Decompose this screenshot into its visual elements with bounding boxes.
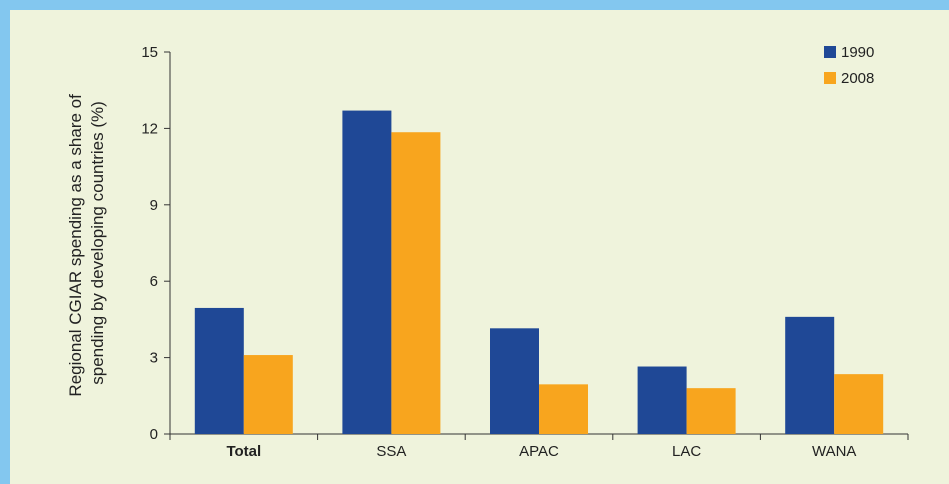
bar-2008-ssa	[391, 132, 441, 434]
bars	[194, 110, 884, 434]
bar-1990-apac	[490, 328, 539, 434]
y-axis-label-line-2: spending by developing countries (%)	[88, 101, 107, 385]
y-tick-label: 0	[150, 426, 158, 443]
y-tick-label: 6	[150, 273, 158, 290]
y-tick-label: 15	[141, 44, 158, 61]
y-axis-label: Regional CGIAR spending as a share of sp…	[66, 89, 107, 396]
x-category-label: SSA	[376, 443, 406, 460]
bar-1990-wana	[785, 316, 835, 434]
bar-1990-total	[194, 307, 244, 434]
y-axis-label-line-1: Regional CGIAR spending as a share of	[66, 94, 85, 397]
bar-1990-lac	[637, 366, 687, 434]
y-tick-label: 12	[141, 120, 158, 137]
y-tick-label: 3	[150, 350, 158, 367]
bar-1990-ssa	[342, 110, 392, 434]
bar-2008-total	[243, 355, 293, 434]
x-axis: Total SSA APAC LAC WANA	[169, 433, 909, 460]
x-category-label: WANA	[812, 443, 856, 460]
chart-panel: 0 3 6 9 12 15 Total SSA APAC LAC WANA 1990 2008 Re…	[10, 10, 949, 484]
legend-swatch-1990	[824, 46, 836, 58]
x-category-label: APAC	[519, 443, 559, 460]
y-tick-label: 9	[150, 197, 158, 214]
bar-2008-lac	[686, 388, 736, 434]
bar-2008-wana	[834, 374, 884, 434]
x-category-label: LAC	[672, 443, 701, 460]
legend: 1990 2008	[824, 44, 874, 87]
bar-2008-apac	[539, 384, 588, 434]
legend-label-2008: 2008	[841, 70, 874, 87]
bar-chart: 0 3 6 9 12 15 Total SSA APAC LAC WANA 1990 2008 Re…	[66, 44, 909, 460]
y-axis: 0 3 6 9 12 15	[141, 44, 171, 443]
legend-label-1990: 1990	[841, 44, 874, 61]
x-category-label: Total	[226, 443, 261, 460]
legend-swatch-2008	[824, 72, 836, 84]
